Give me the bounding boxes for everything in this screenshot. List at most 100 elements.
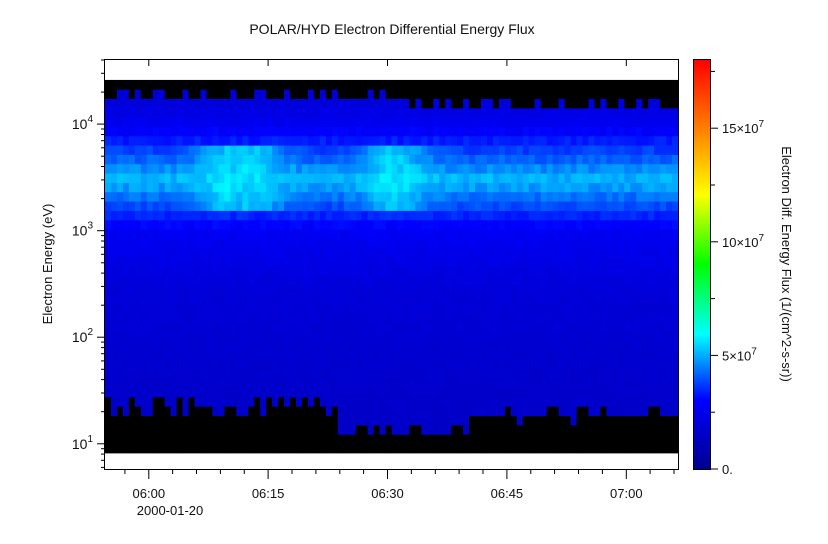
spectrogram-cell [672,98,679,109]
spectrogram-cell [313,285,321,295]
spectrogram-cell [546,238,554,249]
spectrogram-cell [325,145,333,155]
spectrogram-cell [427,443,434,454]
spectrogram-cell [367,89,374,99]
spectrogram-cell [212,331,219,342]
spectrogram-cell [182,126,189,137]
spectrogram-cell [594,219,601,230]
spectrogram-cell [116,434,124,445]
spectrogram-cell [337,341,345,351]
spectrogram-cell [510,107,518,118]
spectrogram-cell [278,275,285,286]
spectrogram-cell [242,313,249,323]
spectrogram-cell [415,331,422,342]
spectrogram-cell [278,443,285,454]
spectrogram-cell [146,210,154,221]
spectrogram-cell [248,350,255,361]
spectrogram-cell [588,135,595,146]
spectrogram-cell [367,173,374,183]
spectrogram-cell [164,387,172,398]
spectrogram-cell [648,173,655,183]
spectrogram-cell [110,303,118,314]
spectrogram-cell [576,369,583,379]
spectrogram-cell [218,117,225,127]
spectrogram-cell [254,117,261,127]
spectrogram-cell [445,275,452,286]
spectrogram-cell [230,191,237,202]
spectrogram-cell [164,443,172,454]
spectrogram-cell [642,359,649,370]
spectrogram-cell [140,397,148,407]
spectrogram-cell [248,79,255,90]
spectrogram-cell [122,331,130,342]
spectrogram-cell [194,173,201,183]
spectrogram-cell [433,443,440,454]
spectrogram-cell [504,378,512,389]
spectrogram-cell [451,117,458,127]
spectrogram-cell [439,434,446,445]
spectrogram-cell [600,201,607,211]
spectrogram-cell [331,79,339,90]
spectrogram-cell [325,443,333,454]
spectrogram-cell [457,257,464,267]
spectrogram-cell [122,303,130,314]
spectrogram-cell [170,126,178,137]
spectrogram-cell [636,443,643,454]
spectrogram-cell [122,107,130,118]
spectrogram-cell [194,210,201,221]
spectrogram-cell [433,173,440,183]
spectrogram-cell [236,303,243,314]
spectrogram-cell [373,425,380,435]
spectrogram-cell [313,378,321,389]
spectrogram-cell [582,322,589,333]
spectrogram-cell [433,406,440,417]
spectrogram-cell [224,182,231,193]
spectrogram-cell [230,266,237,277]
spectrogram-cell [463,443,470,454]
spectrogram-cell [469,275,476,286]
spectrogram-cell [672,107,679,118]
spectrogram-cell [540,191,548,202]
spectrogram-cell [528,117,536,127]
spectrogram-cell [272,247,279,258]
spectrogram-cell [266,163,273,174]
spectrogram-cell [558,173,565,183]
spectrogram-cell [361,322,369,333]
spectrogram-cell [319,173,327,183]
spectrogram-cell [361,201,369,211]
spectrogram-cell [272,163,279,174]
spectrogram-cell [445,117,452,127]
spectrogram-cell [140,219,148,230]
spectrogram-cell [236,341,243,351]
spectrogram-cell [654,210,661,221]
spectrogram-cell [128,406,136,417]
spectrogram-cell [343,145,351,155]
spectrogram-cell [487,378,494,389]
spectrogram-cell [182,210,189,221]
spectrogram-cell [313,98,321,109]
spectrogram-cell [606,145,613,155]
spectrogram-cell [152,313,160,323]
spectrogram-cell [618,89,625,99]
spectrogram-cell [469,387,476,398]
spectrogram-cell [182,201,189,211]
spectrogram-cell [463,126,470,137]
spectrogram-cell [552,191,560,202]
spectrogram-cell [242,303,249,314]
spectrogram-cell [254,425,261,435]
spectrogram-cell [194,117,201,127]
spectrogram-cell [564,397,571,407]
y-axis-label: Electron Energy (eV) [40,204,55,325]
spectrogram-cell [242,275,249,286]
spectrogram-cell [373,303,380,314]
spectrogram-cell [672,210,679,221]
spectrogram-cell [349,163,357,174]
spectrogram-cell [451,285,458,295]
spectrogram-cell [379,266,386,277]
spectrogram-cell [457,350,464,361]
spectrogram-cell [552,313,560,323]
spectrogram-cell [660,266,667,277]
spectrogram-cell [528,247,536,258]
spectrogram-cell [528,210,536,221]
spectrogram-cell [546,341,554,351]
